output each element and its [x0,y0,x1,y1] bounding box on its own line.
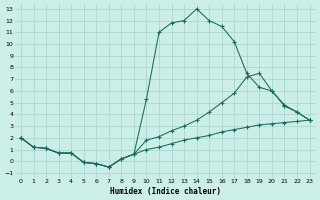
X-axis label: Humidex (Indice chaleur): Humidex (Indice chaleur) [110,187,221,196]
